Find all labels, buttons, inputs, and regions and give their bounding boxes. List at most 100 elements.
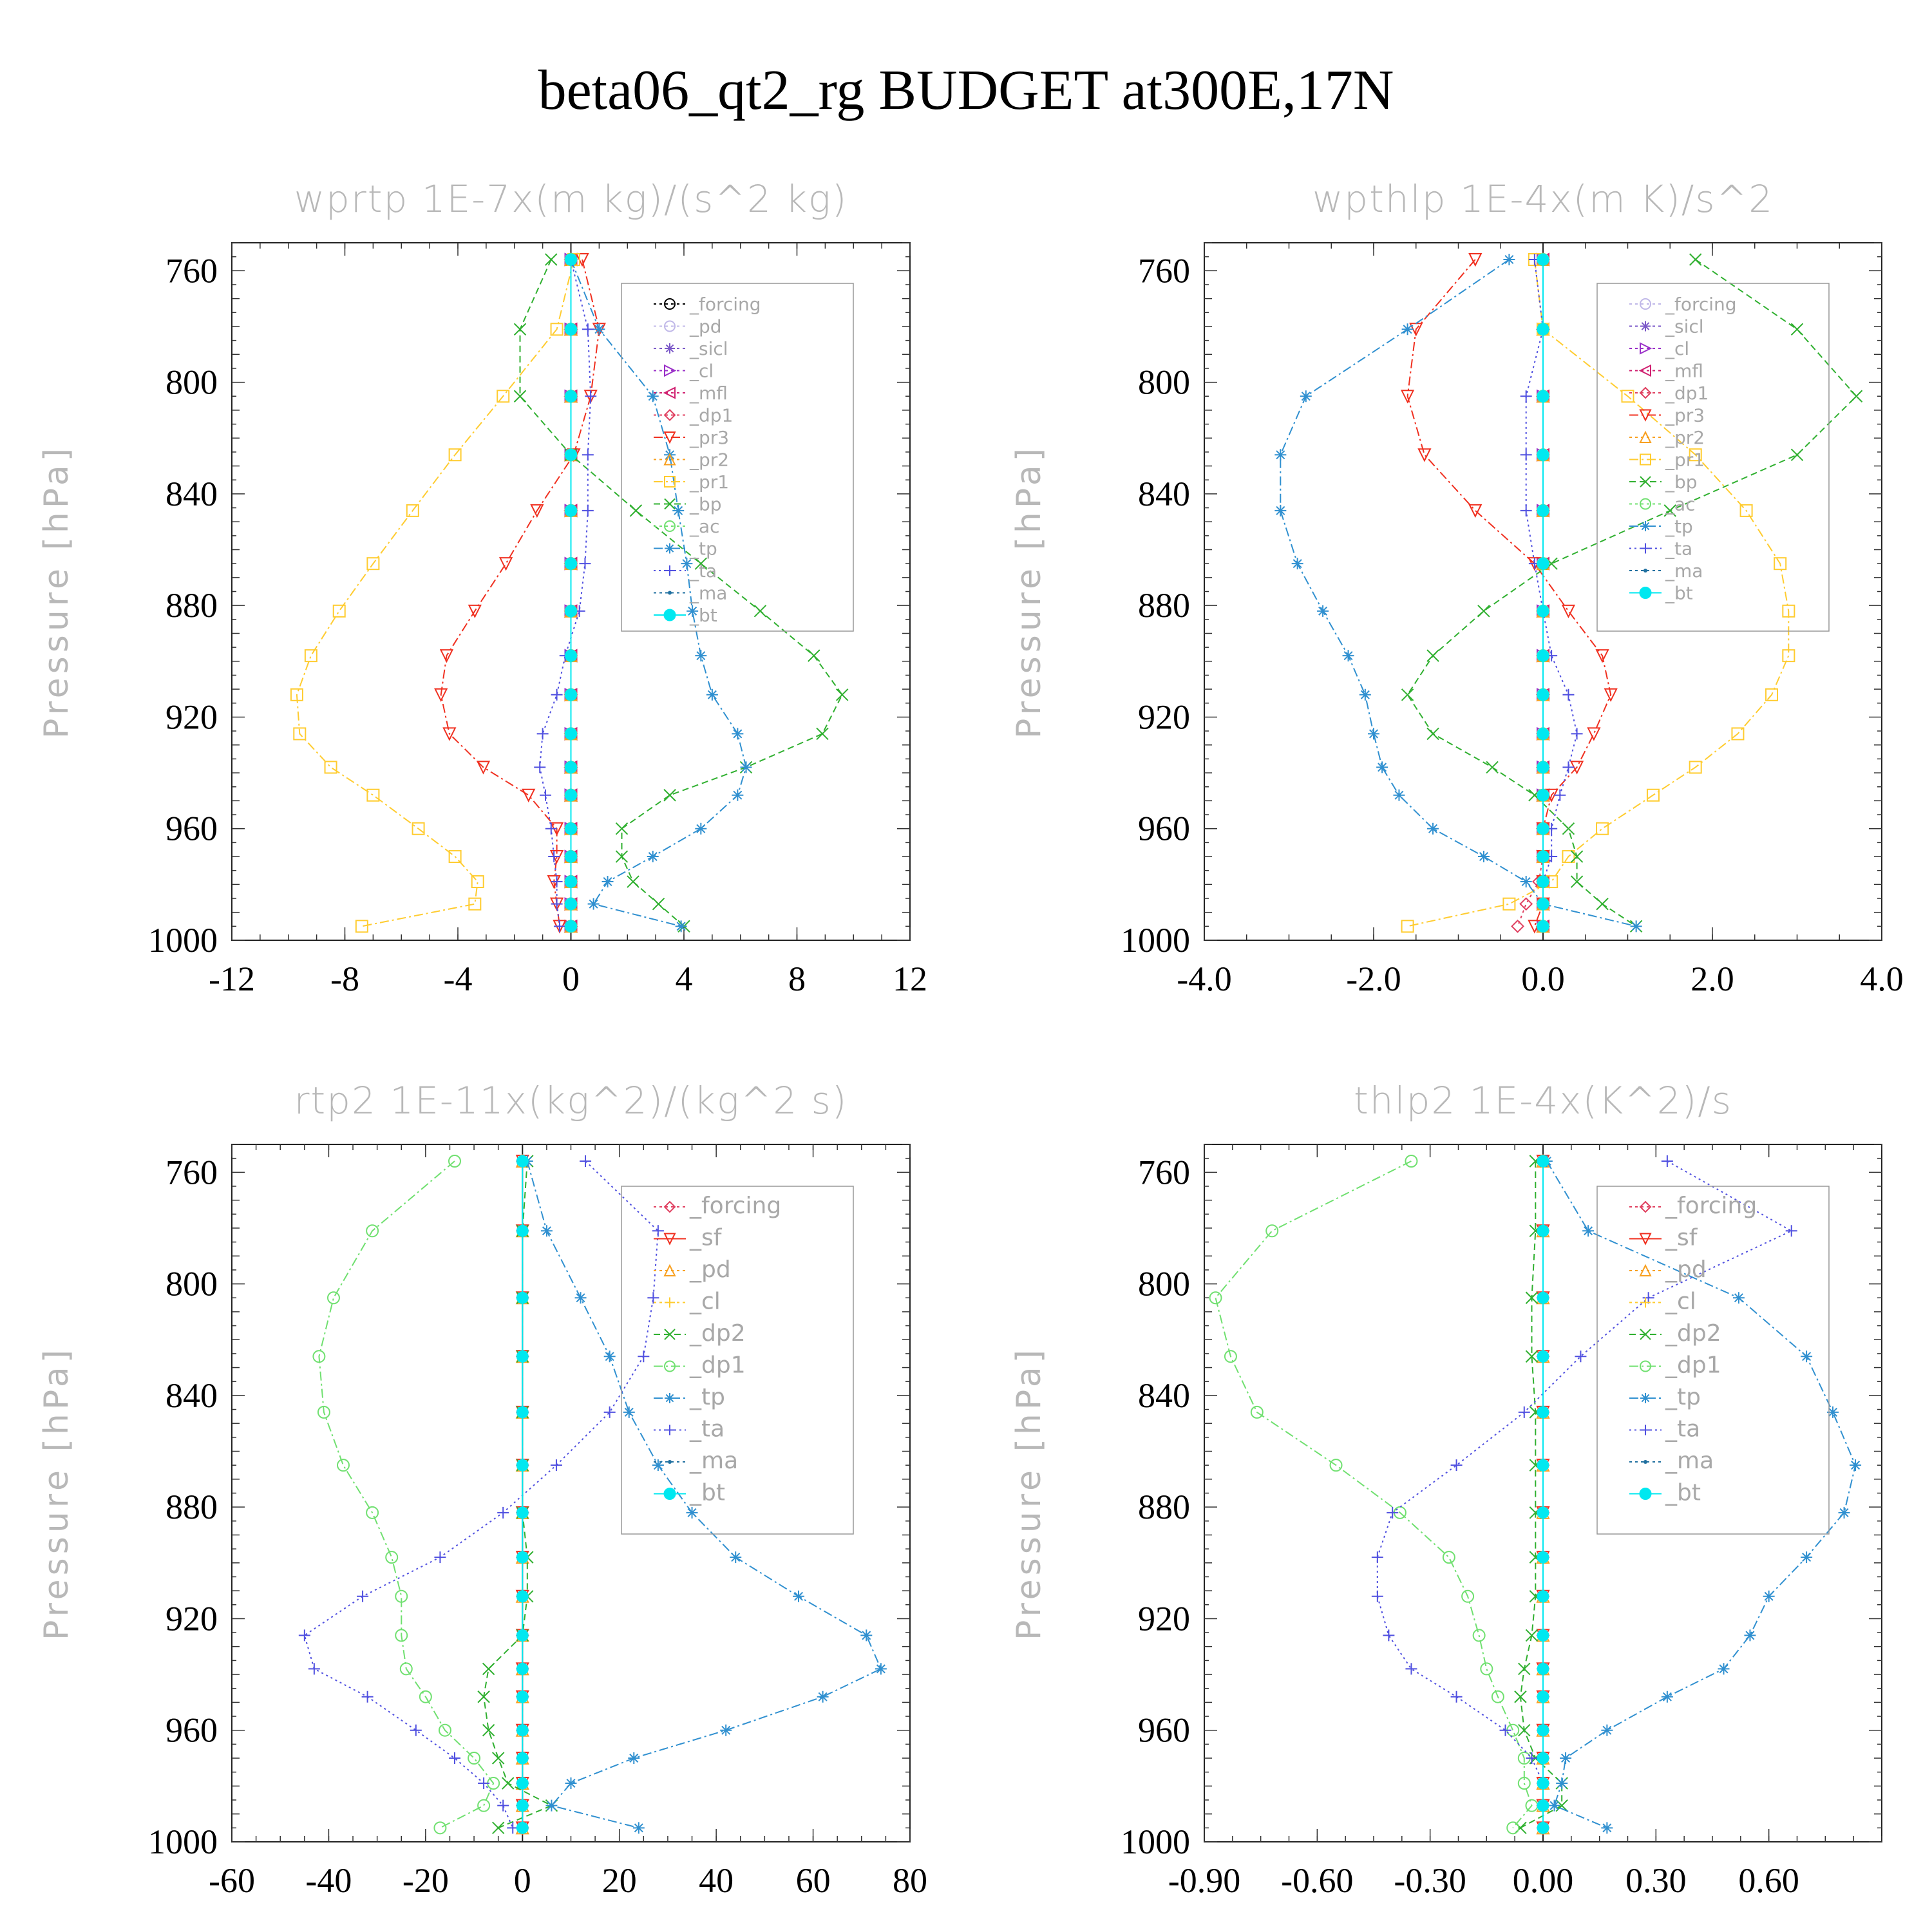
panel-4-series-tp-point	[1661, 1690, 1673, 1703]
panel-1-series-pr1-point	[497, 390, 510, 403]
panel-1-series-tp-point	[601, 876, 614, 888]
panel-2-series-bp-point	[1426, 649, 1439, 662]
panel-3-y-tick-label: 920	[166, 1599, 218, 1638]
panel-2-legend-marker	[1643, 569, 1647, 573]
panel-1-legend-marker	[663, 431, 676, 444]
panel-2-x-tick-label: 4.0	[1860, 960, 1904, 998]
panel-1-series-bp-point	[545, 253, 558, 266]
panel-4-series-bt-point	[1537, 1350, 1549, 1363]
panel-4-series-ta-point	[1387, 1506, 1399, 1519]
panel-4-series-dp1-point	[1461, 1589, 1475, 1603]
panel-4-series-tp-point	[1601, 1724, 1613, 1736]
panel-2-legend-label: _ta	[1665, 538, 1692, 560]
panel-3-series-bt-point	[516, 1350, 529, 1363]
panel-3-title: rtp2 1E-11x(kg^2)/(kg^2 s)	[294, 1079, 848, 1122]
panel-4-series-bt-point	[1537, 1291, 1549, 1304]
panel-1-legend-label: _sicl	[689, 338, 728, 359]
panel-1-series-pr1-point	[355, 920, 368, 933]
panel-1-series-ta-point	[551, 876, 563, 888]
panel-2-legend-marker	[1640, 321, 1651, 332]
panel-3-legend-label: _tp	[689, 1384, 725, 1410]
panel-4-legend-label: _bt	[1665, 1480, 1701, 1506]
panel-2-legend-label: _dp1	[1665, 383, 1709, 404]
panel-3-series-bt-point	[516, 1629, 529, 1642]
panel-2-series-bp-point	[1790, 323, 1804, 336]
panel-2-series-pr1-point	[1731, 727, 1745, 741]
panel-1-series-bt-point	[565, 920, 577, 933]
panel-1-series-tp-point	[695, 822, 707, 835]
panel-3-legend-label: _ta	[689, 1416, 724, 1443]
panel-2-series-pr3-point	[1561, 604, 1576, 619]
panel-4-series-dp2-point	[1518, 1724, 1531, 1737]
panel-4-series-dp1-point	[1480, 1662, 1493, 1676]
panel-3-series-bt-point	[516, 1821, 529, 1834]
panel-3-y-tick-label: 880	[166, 1488, 218, 1526]
panel-1-legend-marker	[664, 364, 677, 377]
panel-3-legend-marker	[663, 1233, 676, 1245]
panel-4-series-bt-point	[1537, 1799, 1549, 1812]
panel-3-series-tp-point	[686, 1506, 698, 1519]
panel-2-series-tp-point	[1342, 650, 1354, 662]
panel-1-legend-marker	[664, 498, 676, 510]
panel-4-series-ta-line	[1376, 1160, 1793, 1828]
panel-4-series-ta	[1371, 1155, 1797, 1834]
panel-3: rtp2 1E-11x(kg^2)/(kg^2 s) Pressure [hPa]…	[37, 1079, 927, 1900]
panel-2-series-bt-point	[1537, 253, 1549, 266]
panel-4-series-tp-point	[1744, 1629, 1756, 1642]
panel-2-series-pr3-point	[1417, 448, 1432, 462]
panel-1-series-pr1-point	[448, 850, 462, 864]
panel-2-series-bp-point	[1486, 761, 1499, 774]
panel-1-series-bp-point	[694, 557, 708, 570]
panel-3-series-bt-point	[516, 1291, 529, 1304]
panel-2-series-pr3-point	[1587, 727, 1601, 741]
panel-3-series-bt-point	[516, 1406, 529, 1419]
panel-1-series-pr3-point	[575, 252, 589, 267]
panel-2-series-bt-point	[1537, 761, 1549, 773]
panel-2-series-bt-point	[1537, 875, 1549, 888]
panel-4-series-dp1-point	[1517, 1777, 1531, 1790]
panel-1-y-tick-label: 840	[166, 475, 218, 513]
panel-4-legend-label: _cl	[1665, 1289, 1696, 1315]
panel-1-series-pr1-line	[296, 259, 574, 927]
panel-2-series-pr1-point	[1774, 557, 1787, 571]
panel-2-series-bp-point	[1401, 688, 1414, 701]
panel-2-series-pr1-point	[1621, 390, 1634, 403]
panel-3-series-tp-point	[574, 1292, 587, 1304]
panel-2-series-tp-point	[1477, 851, 1490, 863]
panel-3-series-ta-point	[652, 1225, 664, 1237]
panel-1-series-pr1-point	[332, 604, 346, 618]
panel-3-series-ta-point	[434, 1551, 446, 1564]
panel-2-y-tick-label: 960	[1138, 810, 1190, 848]
panel-4-y-tick-label: 880	[1138, 1488, 1190, 1526]
panel-1-legend-marker	[663, 609, 676, 621]
panel-3-x-tick-label: 80	[893, 1861, 927, 1900]
panel-4-legend-marker	[1639, 1488, 1652, 1500]
panel-1-series-pr1-point	[324, 761, 337, 774]
panel-1-y-axis-label: Pressure [hPa]	[37, 444, 76, 739]
panel-3-series-dp2-point	[482, 1724, 495, 1737]
panel-1-series-bt-point	[565, 898, 577, 911]
panel-3-series-dp1-line	[318, 1160, 495, 1829]
panel-3-series-bt-point	[516, 1662, 529, 1675]
panel-2-series-dp1-point	[1519, 897, 1533, 911]
panel-1-series-tp-point	[740, 761, 752, 773]
panel-1-series-pr1-point	[290, 688, 303, 701]
panel-4-series-ta-point	[1371, 1551, 1383, 1564]
panel-2-y-tick-label: 1000	[1121, 921, 1190, 960]
panel-1-series-ta-point	[579, 558, 591, 570]
panel-2-series-tp-point	[1401, 323, 1414, 336]
panel-4-x-tick-label: 0.60	[1738, 1861, 1799, 1900]
panel-4-legend-marker	[1640, 1425, 1651, 1435]
panel-4-series-bt-point	[1537, 1690, 1549, 1703]
panel-2-legend-marker	[1640, 498, 1651, 510]
panel-1-series-pr3-line	[440, 259, 600, 927]
panel-2-series-bp-point	[1570, 875, 1584, 888]
panel-1-series-pr1-point	[468, 897, 482, 911]
panel-1-series-pr1-point	[412, 822, 425, 835]
panel-2-series-bt-point	[1537, 390, 1549, 402]
panel-3-series-dp1-point	[395, 1589, 408, 1603]
panel-4-series-bt	[1537, 1155, 1549, 1834]
panel-1-series-tp-point	[695, 650, 707, 662]
panel-3-series-ta-line	[303, 1160, 659, 1828]
